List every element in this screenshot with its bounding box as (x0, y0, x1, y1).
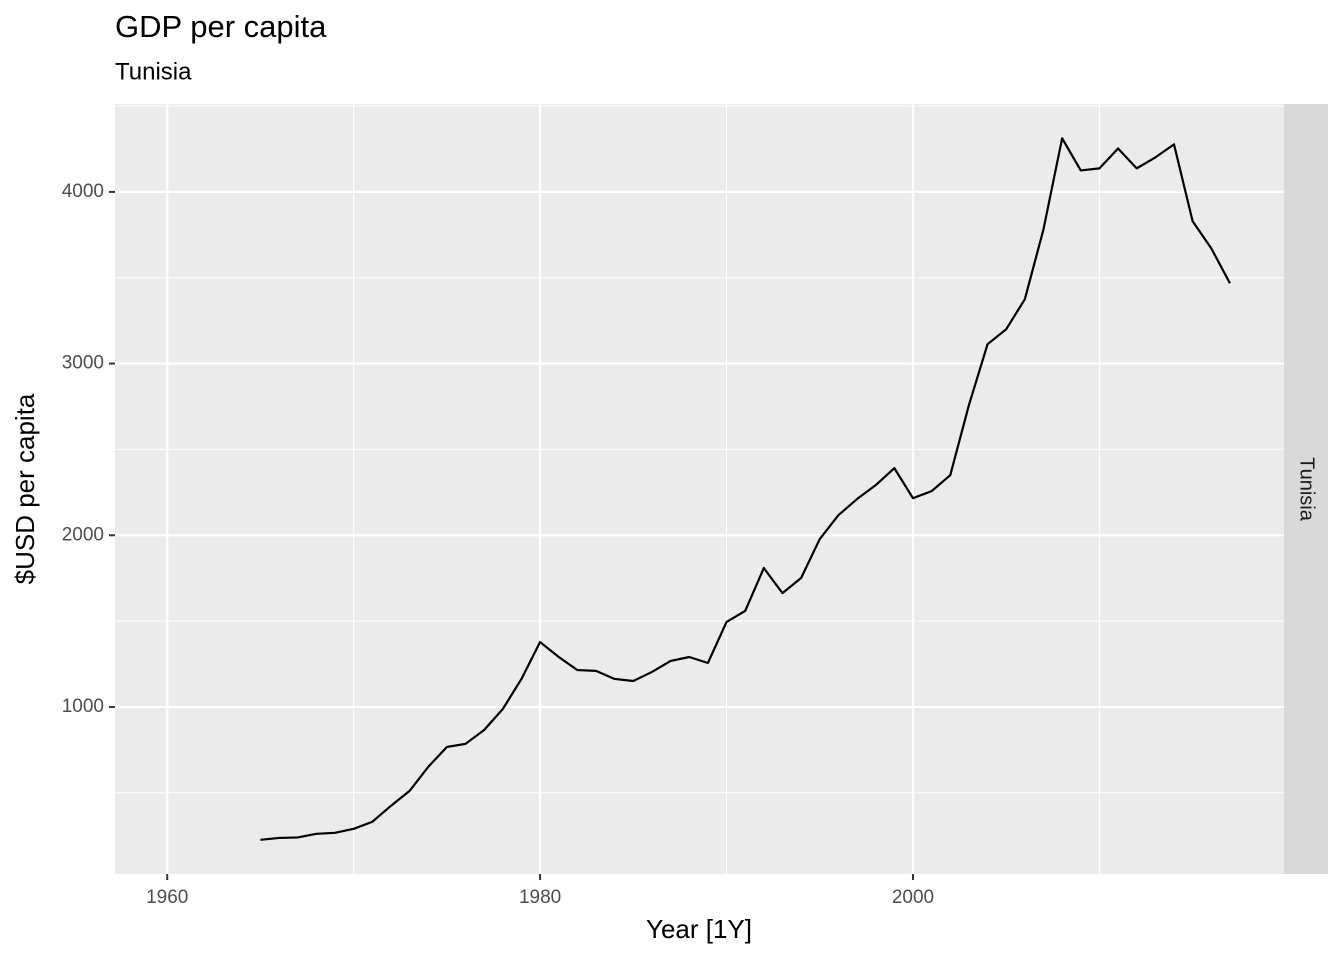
chart-title: GDP per capita (115, 9, 327, 44)
x-tick-label: 2000 (892, 887, 934, 908)
line (260, 137, 1231, 841)
y-tick-label: 1000 (62, 696, 104, 717)
y-tick-label: 3000 (62, 353, 104, 374)
facet-label: Tunisia (1296, 457, 1318, 522)
y-axis-title: $USD per capita (10, 393, 40, 584)
x-tick-label: 1980 (519, 887, 561, 908)
x-tick-label: 1960 (146, 887, 188, 908)
y-tick-label: 2000 (62, 524, 104, 545)
y-tick-label: 4000 (62, 181, 104, 202)
chart-subtitle: Tunisia (115, 58, 192, 85)
facet-strip (1284, 104, 1328, 874)
x-axis-title: Year [1Y] (646, 914, 752, 944)
panel (115, 104, 1284, 874)
